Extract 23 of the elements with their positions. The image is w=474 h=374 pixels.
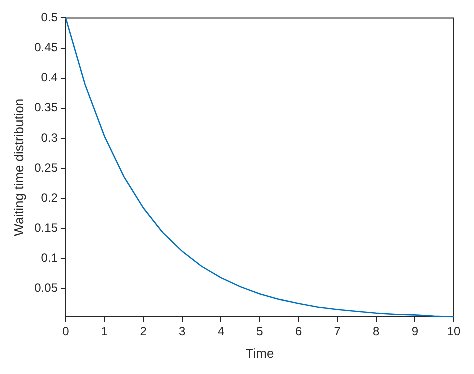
- y-tick-label: 0.3: [41, 130, 58, 145]
- x-axis-title: Time: [246, 346, 274, 361]
- x-tick-label: 8: [373, 324, 380, 339]
- x-tick-label: 10: [447, 324, 461, 339]
- y-tick-label: 0.45: [34, 40, 58, 55]
- y-tick-label: 0.05: [34, 281, 58, 296]
- y-tick-label: 0.1: [41, 250, 58, 265]
- y-tick-label: 0.5: [41, 10, 58, 25]
- y-axis-title: Waiting time distribution: [11, 98, 26, 236]
- y-tick-label: 0.2: [41, 190, 58, 205]
- x-tick-label: 4: [218, 324, 225, 339]
- y-tick-label: 0.4: [41, 70, 58, 85]
- x-tick-label: 7: [334, 324, 342, 339]
- x-tick-label: 1: [101, 324, 108, 339]
- x-tick-label: 6: [295, 324, 302, 339]
- x-tick-label: 5: [256, 324, 264, 339]
- x-tick-label: 9: [412, 324, 419, 339]
- y-tick-label: 0.25: [34, 160, 58, 175]
- y-tick-label: 0.15: [34, 220, 58, 235]
- x-tick-label: 2: [140, 324, 148, 339]
- x-tick-label: 0: [62, 324, 70, 339]
- y-tick-label: 0.35: [34, 100, 58, 115]
- x-tick-label: 3: [179, 324, 186, 339]
